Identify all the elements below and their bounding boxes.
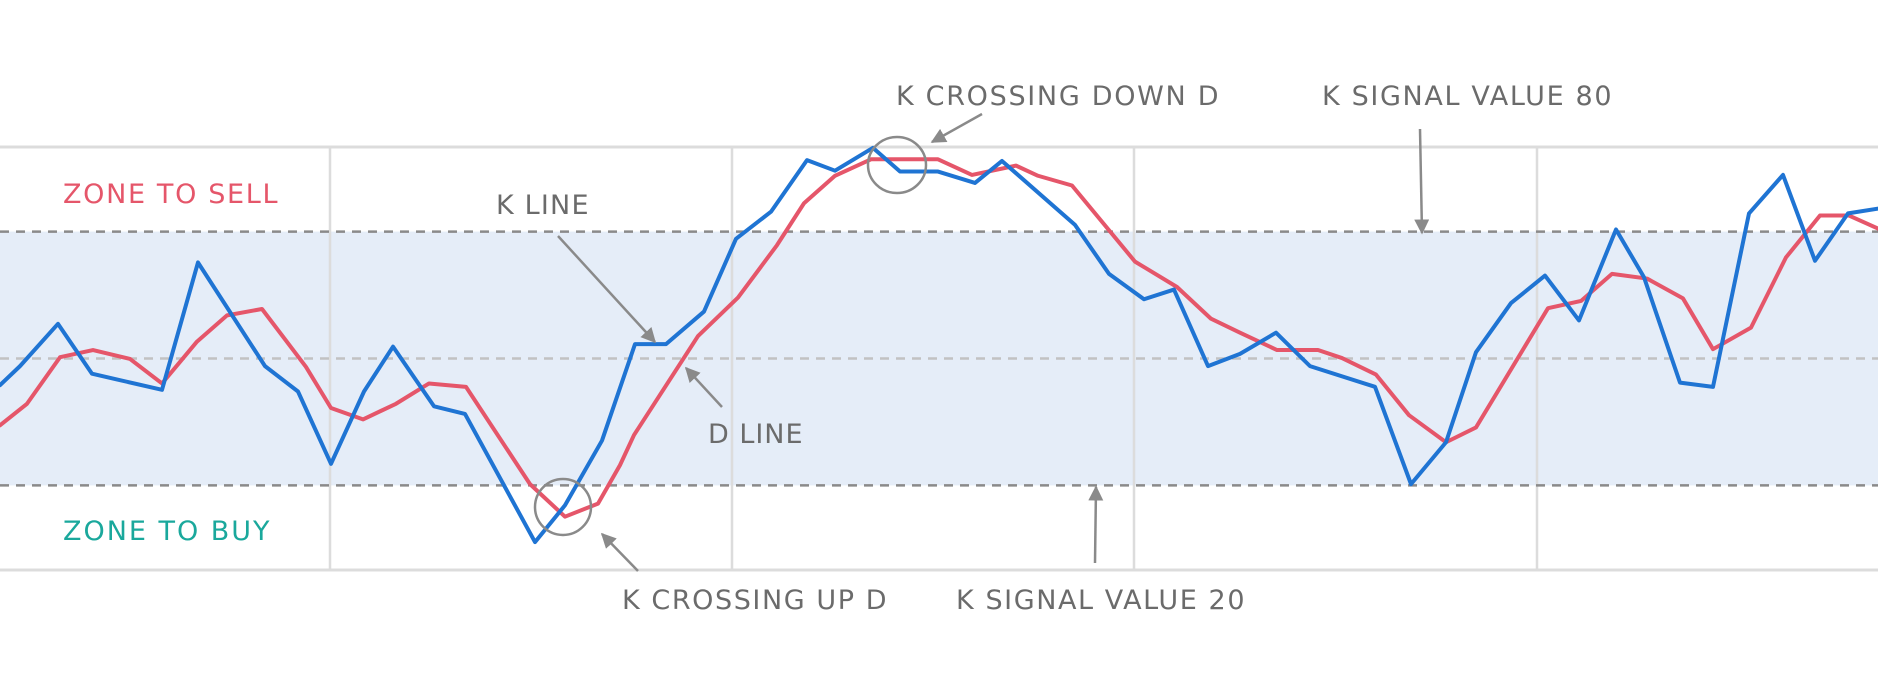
d-line-label: D LINE: [708, 419, 804, 450]
series-group: [0, 145, 1878, 545]
cross-down-circle: [866, 135, 928, 195]
zone-to-sell-label: ZONE TO SELL: [63, 179, 279, 210]
signal-20-arrow: [1088, 485, 1104, 564]
k-line-series: [0, 145, 1878, 545]
k-crossing-down-label: K CROSSING DOWN D: [896, 81, 1220, 112]
k-signal-20-label: K SIGNAL VALUE 20: [956, 585, 1246, 616]
d-line-arrow: [684, 366, 723, 408]
cross-up-circle: [533, 477, 593, 537]
k-line-label: K LINE: [496, 190, 590, 221]
zone-to-buy-label: ZONE TO BUY: [63, 516, 271, 547]
k-line-arrow: [557, 235, 657, 344]
signal-band: [0, 231, 1878, 486]
k-signal-80-label: K SIGNAL VALUE 80: [1322, 81, 1613, 112]
signal-80-arrow: [1414, 128, 1430, 235]
cross-up-arrow: [600, 532, 639, 572]
cross-down-arrow: [930, 112, 983, 144]
k-crossing-up-label: K CROSSING UP D: [622, 585, 888, 616]
